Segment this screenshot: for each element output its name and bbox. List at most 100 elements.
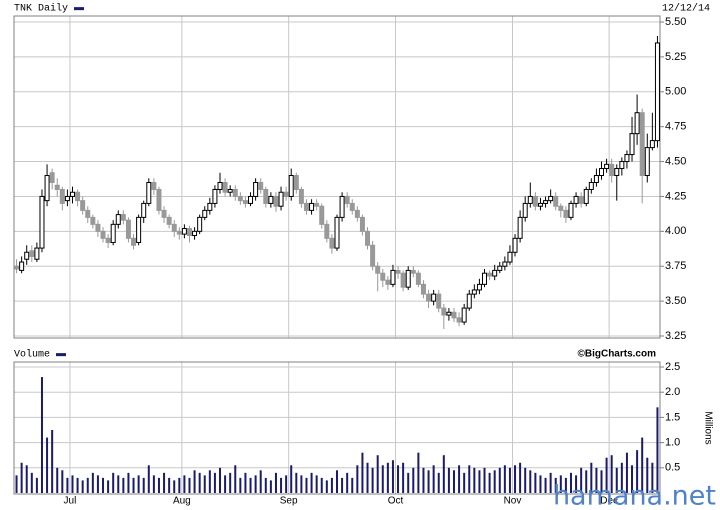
- volume-bar: [636, 450, 639, 493]
- candle-body: [471, 289, 477, 295]
- y-tick-label: 2.5: [665, 361, 680, 373]
- volume-bar: [544, 477, 547, 493]
- candle-body: [583, 188, 589, 204]
- volume-bar: [35, 477, 38, 493]
- volume-bar: [473, 467, 476, 493]
- candle-body: [125, 219, 131, 239]
- volume-bar: [412, 467, 415, 493]
- y-tick-label: 3.50: [665, 295, 686, 307]
- volume-bar: [447, 467, 450, 493]
- volume-bar: [20, 462, 23, 493]
- y-tick-label: 4.50: [665, 155, 686, 167]
- candle-body: [604, 163, 610, 170]
- volume-bar: [386, 462, 389, 493]
- candle-body: [563, 209, 569, 218]
- candle-body: [359, 216, 365, 232]
- candle-body: [273, 195, 279, 207]
- volume-bar: [483, 467, 486, 493]
- volume-bar: [315, 475, 318, 493]
- candle-body: [314, 202, 320, 207]
- candle-body: [446, 311, 452, 316]
- candle-body: [85, 209, 91, 218]
- volume-bar: [371, 467, 374, 493]
- volume-bar: [325, 480, 328, 493]
- volume-bar: [356, 465, 359, 493]
- volume-bar: [168, 477, 171, 493]
- candle-body: [548, 195, 554, 202]
- candle-body: [400, 272, 406, 288]
- candle-body: [309, 202, 315, 211]
- volume-bar: [224, 475, 227, 493]
- candle-body: [237, 195, 243, 202]
- volume-bar: [132, 477, 135, 493]
- volume-bar: [610, 455, 613, 493]
- volume-bar: [244, 472, 247, 493]
- volume-bar: [580, 467, 583, 493]
- volume-bar: [422, 467, 425, 493]
- candle-body: [517, 216, 523, 239]
- volume-bar: [569, 472, 572, 493]
- volume-bar: [66, 477, 69, 493]
- plot-frame: [13, 15, 661, 339]
- volume-bar: [96, 475, 99, 493]
- x-tick-label: Aug: [173, 496, 191, 507]
- volume-bar: [213, 472, 216, 493]
- volume-bar: [310, 472, 313, 493]
- candle-body: [639, 112, 645, 177]
- candle-body: [395, 269, 401, 274]
- volume-bar: [178, 477, 181, 493]
- candle-body: [110, 223, 116, 243]
- candle-body: [527, 195, 533, 204]
- volume-bar: [280, 477, 283, 493]
- y-tick-label: 5.25: [665, 51, 686, 63]
- candle-body: [44, 175, 50, 202]
- candle-body: [24, 251, 30, 260]
- candle-body: [34, 247, 40, 260]
- candle-body: [532, 195, 538, 207]
- volume-bar: [229, 472, 232, 493]
- candle-body: [349, 202, 355, 211]
- volume-bar: [86, 477, 89, 493]
- candle-body: [410, 269, 416, 274]
- y-tick-label: 4.75: [665, 121, 686, 133]
- x-tick-label: Dec: [600, 496, 618, 507]
- candle-body: [339, 195, 345, 218]
- candle-body: [207, 202, 213, 211]
- candle-body: [217, 181, 223, 190]
- volume-bar: [458, 465, 461, 493]
- candle-body: [283, 191, 289, 197]
- candle-body: [29, 250, 35, 257]
- candle-body: [370, 244, 376, 267]
- candle-body: [629, 133, 635, 156]
- volume-bar: [208, 470, 211, 493]
- volume-bar: [234, 465, 237, 493]
- volume-bar: [56, 467, 59, 493]
- candle-body: [451, 311, 457, 319]
- volume-bar: [330, 477, 333, 493]
- volume-bar: [249, 477, 252, 493]
- candle-body: [420, 283, 426, 295]
- volume-bar: [269, 480, 272, 493]
- candle-body: [334, 216, 340, 249]
- volume-bar: [641, 437, 644, 493]
- volume-bar: [112, 472, 115, 493]
- candle-body: [54, 184, 60, 190]
- volume-bar: [402, 462, 405, 493]
- candle-body: [644, 147, 650, 177]
- volume-bar: [625, 452, 628, 493]
- credit: ©BigCharts.com: [578, 349, 657, 360]
- y-tick-label: 4.25: [665, 190, 686, 202]
- volume-bar: [137, 475, 140, 493]
- candle-body: [90, 216, 96, 225]
- volume-bar: [397, 465, 400, 493]
- candle-body: [497, 265, 503, 271]
- candle-body: [593, 175, 599, 183]
- volume-bar: [264, 477, 267, 493]
- candle-body: [278, 191, 284, 207]
- volume-bar: [575, 475, 578, 493]
- volume-bar: [320, 477, 323, 493]
- volume-bar: [514, 465, 517, 493]
- candle-body: [456, 317, 462, 323]
- legend-label: Volume: [14, 349, 50, 361]
